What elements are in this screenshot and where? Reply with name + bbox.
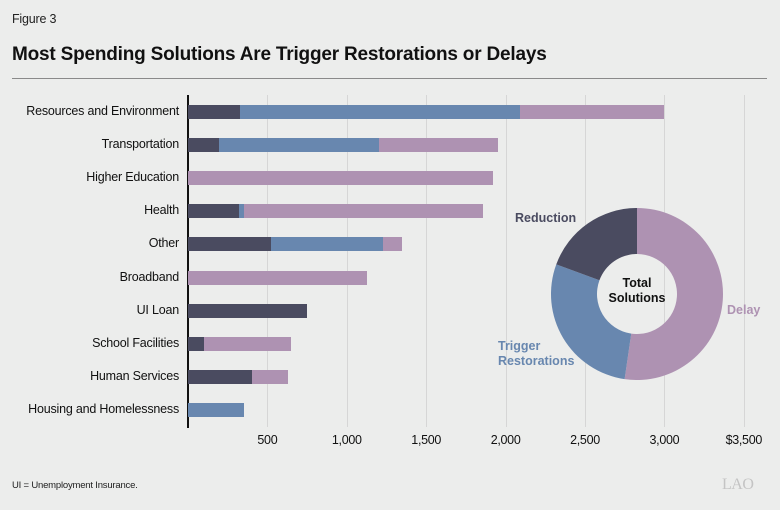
gridline [426, 95, 428, 427]
category-label: UI Loan [136, 302, 180, 317]
bar-row [188, 270, 368, 285]
bar-segment [238, 204, 244, 219]
bar-row [188, 369, 289, 384]
bar-segment [251, 369, 289, 384]
category-label: Housing and Homelessness [28, 401, 179, 416]
bar-segment [271, 237, 384, 252]
y-axis-line [187, 95, 189, 428]
bar-segment [188, 204, 239, 219]
bar-segment [188, 270, 368, 285]
x-tick-label: 1,500 [411, 433, 442, 447]
center-label-line2: Solutions [608, 291, 666, 305]
bar-segment [218, 138, 380, 153]
bar-segment [188, 105, 241, 119]
category-label: Health [144, 203, 179, 218]
bar-segment [383, 237, 403, 252]
bar-row [188, 171, 493, 186]
donut-slice [624, 208, 723, 380]
bar-segment [188, 369, 252, 384]
bar-row [188, 204, 483, 219]
category-label: Higher Education [86, 170, 179, 185]
legend-delay: Delay [727, 303, 761, 317]
chart-title: Most Spending Solutions Are Trigger Rest… [12, 44, 547, 65]
bar-segment [188, 303, 308, 318]
bar-segment [188, 336, 204, 351]
bar-row [188, 402, 244, 417]
bar-segment [188, 402, 244, 417]
legend-trigger-line1: Trigger [498, 339, 541, 353]
donut-slice [556, 208, 637, 281]
gridline [346, 95, 348, 427]
gridline [505, 95, 507, 427]
category-label: School Facilities [92, 335, 179, 350]
gridline [743, 95, 745, 427]
bar-segment [203, 336, 292, 351]
bar-segment [188, 237, 272, 252]
bar-segment [188, 171, 493, 186]
x-tick-label: 2,500 [570, 433, 600, 447]
legend-reduction: Reduction [515, 211, 577, 225]
lao-logo: LAO [722, 476, 754, 493]
figure-label: Figure 3 [12, 12, 57, 26]
bar-row [188, 237, 403, 252]
donut-slice [551, 264, 632, 380]
footnote: UI = Unemployment Insurance. [12, 480, 138, 491]
center-label-line1: Total [622, 276, 652, 290]
bar-segment [243, 204, 483, 219]
category-label: Human Services [90, 368, 179, 383]
donut-chart [551, 208, 723, 380]
x-tick-label: 2,000 [490, 433, 521, 447]
bar-segment [379, 138, 498, 153]
bar-segment [188, 138, 219, 153]
category-label: Transportation [101, 137, 180, 152]
legend-trigger-line2: Restorations [498, 354, 575, 368]
gridline [267, 95, 269, 427]
x-tick-label: 500 [257, 433, 278, 447]
bar-row [188, 105, 665, 119]
bar-row [188, 336, 292, 351]
category-label: Broadband [119, 269, 180, 284]
donut-center-label: Total Solutions [597, 276, 677, 306]
bar-segment [240, 105, 520, 119]
bar-segment [519, 105, 665, 119]
x-tick-label: 1,000 [331, 433, 362, 447]
x-tick-label: $3,500 [725, 433, 763, 447]
bar-row [188, 303, 308, 318]
category-label: Other [148, 236, 179, 251]
title-divider [12, 78, 767, 79]
category-label: Resources and Environment [26, 104, 179, 118]
x-tick-label: 3,000 [649, 433, 680, 447]
legend-trigger: Trigger Restorations [498, 339, 574, 369]
bar-row [188, 138, 498, 153]
